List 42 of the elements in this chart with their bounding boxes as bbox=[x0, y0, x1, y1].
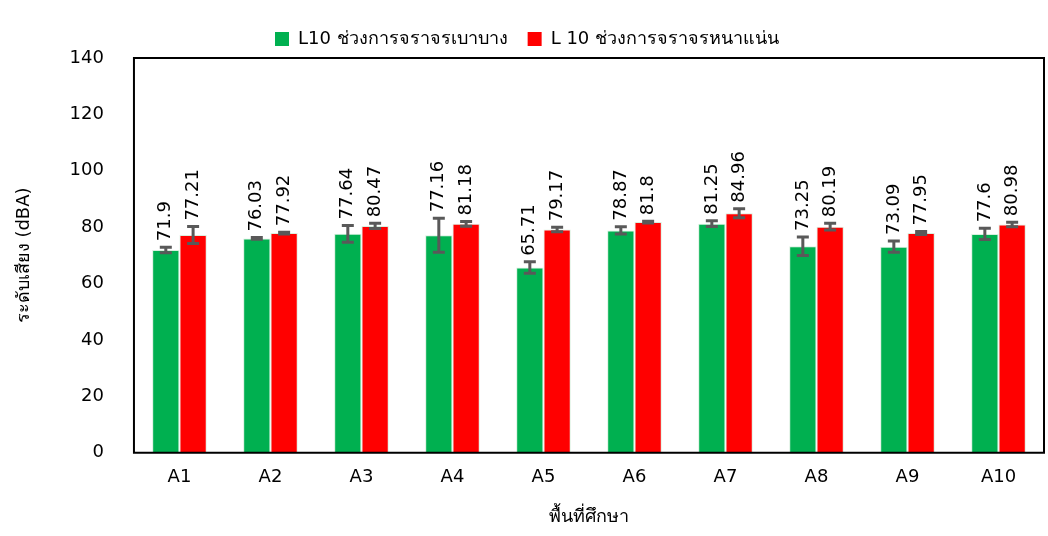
x-tick-label: A4 bbox=[440, 465, 465, 487]
data-label: 80.47 bbox=[362, 165, 384, 218]
x-tick-label: A5 bbox=[531, 465, 556, 487]
x-tick-label: A9 bbox=[895, 465, 920, 487]
data-label: 77.95 bbox=[908, 174, 930, 226]
data-label: 77.6 bbox=[972, 182, 994, 223]
data-label: 78.87 bbox=[608, 169, 630, 221]
y-tick-label: 120 bbox=[69, 102, 104, 124]
y-tick-label: 80 bbox=[81, 214, 104, 236]
y-tick-label: 40 bbox=[81, 327, 104, 349]
data-label: 80.98 bbox=[999, 164, 1021, 217]
x-tick-label: A10 bbox=[980, 465, 1017, 487]
data-label: 81.18 bbox=[453, 164, 475, 216]
y-tick-label: 20 bbox=[81, 384, 104, 406]
data-label: 80.19 bbox=[817, 165, 839, 218]
y-tick-label: 100 bbox=[69, 158, 104, 180]
x-tick-label: A6 bbox=[622, 465, 647, 487]
y-tick-label: 140 bbox=[69, 45, 104, 67]
data-label: 71.9 bbox=[153, 201, 175, 242]
data-label: 65.71 bbox=[517, 204, 539, 256]
data-label: 81.25 bbox=[699, 163, 721, 215]
data-label: 77.16 bbox=[426, 160, 448, 213]
x-tick-label: A1 bbox=[167, 465, 192, 487]
data-label: 73.09 bbox=[881, 183, 903, 236]
data-label: 77.92 bbox=[271, 174, 293, 227]
x-axis-title: พื้นที่ศึกษา bbox=[548, 502, 629, 526]
x-tick-label: A8 bbox=[804, 465, 829, 487]
data-label: 79.17 bbox=[544, 169, 566, 222]
x-tick-label: A7 bbox=[713, 465, 738, 487]
data-label: 77.64 bbox=[335, 167, 357, 220]
y-axis-title: ระดับเสียง (dBA) bbox=[12, 187, 34, 324]
x-tick-label: A3 bbox=[349, 465, 374, 487]
data-label: 81.8 bbox=[635, 175, 657, 216]
x-tick-label: A2 bbox=[258, 465, 283, 487]
legend-label: L 10 ช่วงการจราจรหนาแน่น bbox=[550, 26, 780, 48]
data-label: 76.03 bbox=[244, 180, 266, 232]
data-label: 73.25 bbox=[790, 179, 812, 231]
y-tick-label: 60 bbox=[81, 271, 104, 293]
legend-label: L10 ช่วงการจราจรเบาบาง bbox=[297, 26, 508, 48]
y-tick-label: 0 bbox=[92, 440, 104, 462]
data-label: 84.96 bbox=[726, 151, 748, 203]
data-label: 77.21 bbox=[180, 169, 202, 221]
